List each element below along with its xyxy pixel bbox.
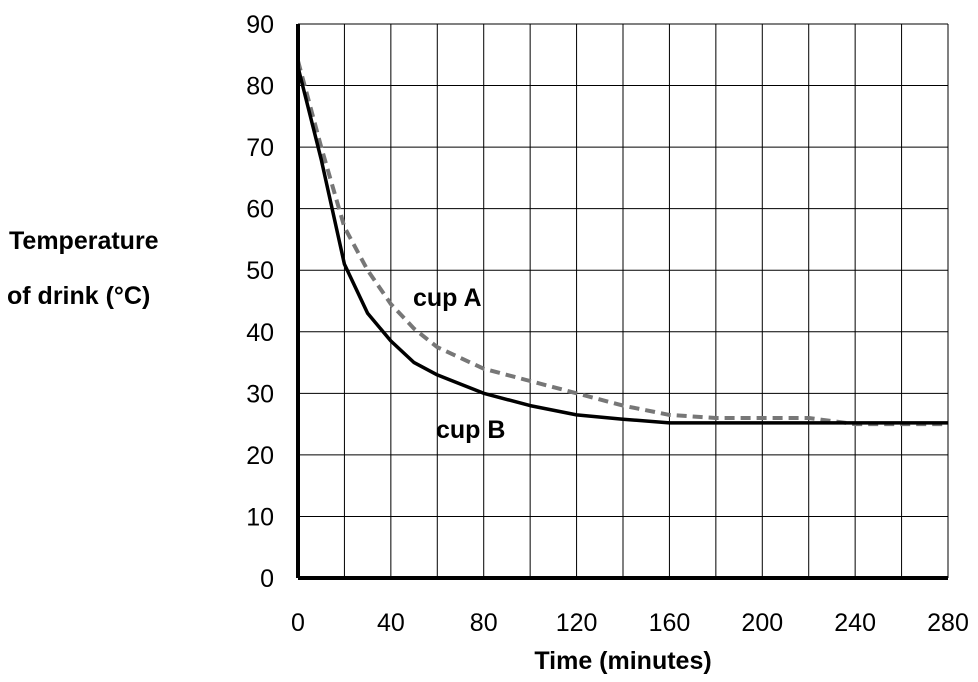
y-tick-label: 50: [246, 257, 274, 285]
y-tick-label: 60: [246, 196, 274, 224]
series-label-cup-b: cup B: [436, 416, 505, 444]
x-tick-label: 40: [377, 609, 405, 637]
y-tick-label: 80: [246, 73, 274, 101]
x-tick-label: 280: [927, 609, 969, 637]
x-tick-label: 240: [834, 609, 876, 637]
y-tick-label: 90: [246, 11, 274, 39]
y-tick-label: 10: [246, 503, 274, 531]
y-tick-label: 40: [246, 319, 274, 347]
y-axis-label-line-2: of drink (°C): [7, 282, 150, 310]
series-layer: [296, 60, 948, 427]
series-label-cup-a: cup A: [413, 284, 482, 312]
grid: [298, 23, 949, 578]
y-tick-label: 70: [246, 134, 274, 162]
y-tick-label: 30: [246, 380, 274, 408]
x-axis-label: Time (minutes): [534, 647, 711, 675]
x-tick-label: 200: [741, 609, 783, 637]
x-tick-label: 0: [291, 609, 305, 637]
axes: [296, 24, 948, 580]
tick-labels: 0 10 20 30 40 50 60 70 80 90 0 40 80 120 160 200 240 280: [246, 11, 969, 637]
y-tick-label: 20: [246, 442, 274, 470]
x-tick-label: 120: [556, 609, 598, 637]
series-line-cup-b: [296, 66, 948, 425]
y-tick-label: 0: [260, 565, 274, 593]
series-line-cup-a: [296, 60, 948, 427]
x-tick-label: 80: [470, 609, 498, 637]
y-axis-label-line-1: Temperature: [9, 227, 159, 255]
x-tick-label: 160: [649, 609, 691, 637]
